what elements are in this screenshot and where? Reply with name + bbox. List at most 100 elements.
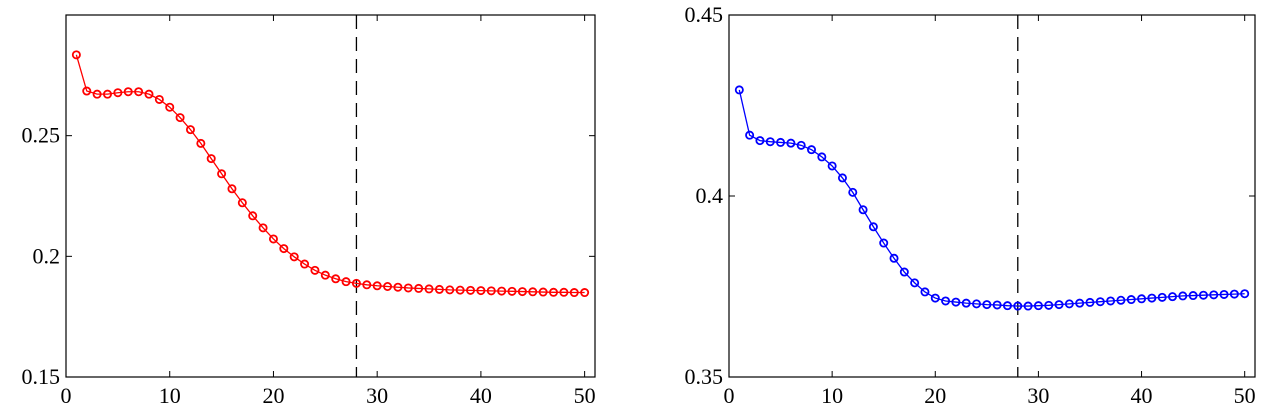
data-point [817, 152, 827, 162]
data-point [1137, 294, 1147, 304]
data-point [517, 287, 527, 297]
data-point [734, 85, 744, 95]
x-tick-label: 10 [821, 383, 843, 408]
data-point [1116, 295, 1126, 305]
y-tick-label: 0.15 [22, 364, 61, 389]
data-point [930, 293, 940, 303]
data-point [476, 286, 486, 296]
data-point [268, 234, 278, 244]
data-point [362, 280, 372, 290]
data-point [1085, 297, 1095, 307]
data-point [745, 130, 755, 140]
data-point [227, 184, 237, 194]
data-point [992, 300, 1002, 310]
x-tick-label: 10 [159, 383, 181, 408]
data-point [1002, 301, 1012, 311]
data-point [1033, 301, 1043, 311]
data-point [1126, 295, 1136, 305]
data-point [1106, 296, 1116, 306]
data-point [1054, 300, 1064, 310]
data-point [507, 286, 517, 296]
chart-panel-1: 0 10 20 30 40 50 0.15 0.2 0.25 [22, 14, 596, 408]
data-point [351, 278, 361, 288]
x-tick-label: 0 [61, 383, 72, 408]
data-point [827, 161, 837, 171]
data-point [258, 223, 268, 233]
series-line [738, 89, 1245, 307]
data-point [858, 205, 868, 215]
y-tick-label: 0.45 [685, 2, 724, 27]
data-point [372, 281, 382, 291]
data-point [1023, 301, 1033, 311]
data-point [899, 267, 909, 277]
x-tick-label: 40 [470, 383, 492, 408]
data-point [1013, 301, 1023, 311]
data-point [920, 287, 930, 297]
data-point [175, 113, 185, 123]
data-point [1157, 292, 1167, 302]
data-point [300, 259, 310, 269]
data-point [528, 287, 538, 297]
x-tick-label: 50 [574, 383, 596, 408]
data-point [1075, 298, 1085, 308]
data-point [549, 287, 559, 297]
y-tick-label: 0.2 [33, 243, 61, 268]
data-point [868, 222, 878, 232]
data-point [102, 89, 112, 99]
data-point [1167, 292, 1177, 302]
data-point [320, 270, 330, 280]
data-point [237, 198, 247, 208]
data-point [807, 145, 817, 155]
data-point [455, 285, 465, 295]
data-point [538, 287, 548, 297]
data-point [185, 125, 195, 135]
data-point [972, 299, 982, 309]
data-point [1219, 289, 1229, 299]
plot-area-frame [728, 14, 1256, 378]
x-tick-label: 30 [1027, 383, 1049, 408]
data-point [1229, 289, 1239, 299]
data-point [248, 211, 258, 221]
data-point [559, 287, 569, 297]
data-point [217, 169, 227, 179]
data-point [961, 298, 971, 308]
x-tick-label: 0 [724, 383, 735, 408]
data-point [1064, 299, 1074, 309]
data-point [776, 137, 786, 147]
data-point [755, 136, 765, 146]
data-point [569, 288, 579, 298]
data-point [144, 89, 154, 99]
data-point [196, 138, 206, 148]
data-point [951, 297, 961, 307]
data-point [206, 154, 216, 164]
data-point [1044, 300, 1054, 310]
series-line [75, 54, 585, 294]
y-tick-label: 0.4 [696, 183, 724, 208]
data-point [1147, 293, 1157, 303]
data-point [466, 285, 476, 295]
data-point [1188, 291, 1198, 301]
data-point [910, 278, 920, 288]
data-point [445, 285, 455, 295]
x-tick-label: 40 [1131, 383, 1153, 408]
y-tick-label: 0.25 [22, 123, 61, 148]
data-point [113, 88, 123, 98]
data-point [889, 253, 899, 263]
data-point [289, 252, 299, 262]
data-point [786, 138, 796, 148]
data-point [1198, 290, 1208, 300]
data-point [1095, 297, 1105, 307]
data-point [134, 87, 144, 97]
data-point [165, 102, 175, 112]
data-point [1209, 290, 1219, 300]
data-point [341, 277, 351, 287]
data-point [331, 274, 341, 284]
data-point [279, 244, 289, 254]
data-point [497, 286, 507, 296]
data-point [837, 173, 847, 183]
data-point [123, 87, 133, 97]
data-point [393, 282, 403, 292]
data-point [310, 265, 320, 275]
data-point [154, 94, 164, 104]
